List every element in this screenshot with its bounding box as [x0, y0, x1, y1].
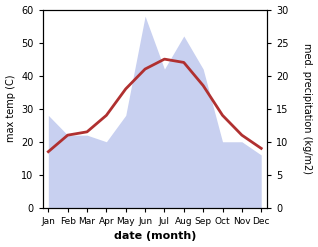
- X-axis label: date (month): date (month): [114, 231, 196, 242]
- Y-axis label: max temp (C): max temp (C): [5, 75, 16, 143]
- Y-axis label: med. precipitation (kg/m2): med. precipitation (kg/m2): [302, 43, 313, 174]
